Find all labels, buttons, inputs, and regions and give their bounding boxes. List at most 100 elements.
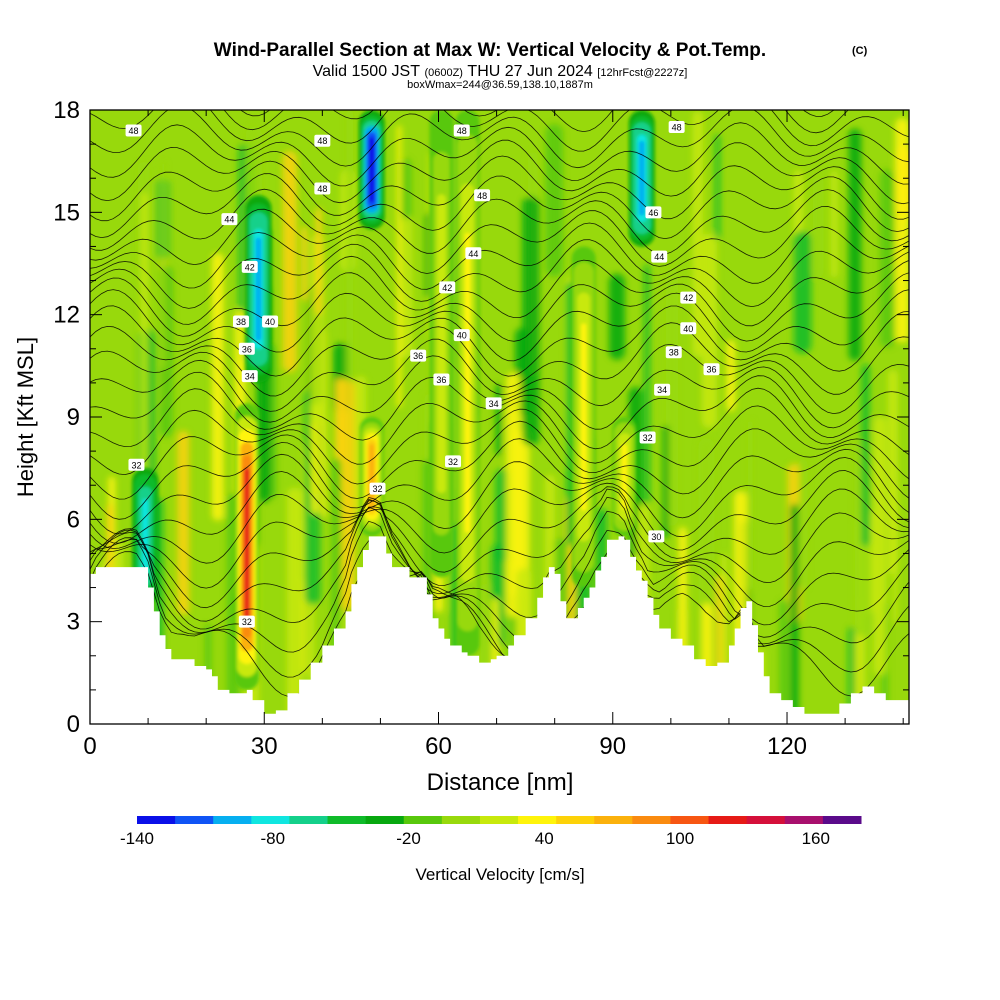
colorbar-swatch — [403, 816, 443, 824]
contour-label-text: 34 — [657, 385, 667, 395]
updraft-band — [621, 443, 628, 510]
colorbar-swatch — [327, 816, 367, 824]
x-tick-label: 30 — [251, 733, 278, 760]
contour-label: 38 — [665, 346, 682, 359]
velocity-texture — [848, 627, 855, 724]
velocity-texture — [301, 226, 308, 301]
colorbar-tick-label: -80 — [260, 829, 285, 848]
contour-label: 32 — [238, 615, 255, 628]
contour-label: 42 — [439, 281, 456, 294]
contour-label-text: 40 — [457, 331, 467, 341]
contour-label-bg — [241, 260, 258, 273]
colorbar-tick-label: 100 — [666, 829, 694, 848]
contour-label-bg — [651, 250, 668, 263]
contour-label: 40 — [680, 322, 697, 335]
contour-label-text: 48 — [129, 126, 139, 136]
velocity-texture — [848, 128, 862, 361]
contour-label: 48 — [125, 124, 142, 137]
downdraft-band — [368, 136, 375, 203]
contour-label-text: 32 — [643, 433, 653, 443]
box-wmax-info: boxWmax=244@36.59,138.10,1887m — [407, 79, 593, 91]
theta-contour — [90, 338, 909, 415]
contour-label: 42 — [680, 291, 697, 304]
theta-contour — [90, 405, 909, 485]
contour-label: 32 — [128, 458, 145, 471]
contour-label-bg — [453, 124, 470, 137]
utc-time: (0600Z) — [424, 67, 463, 79]
contour-label-bg — [665, 346, 682, 359]
contour-label-text: 36 — [242, 344, 252, 354]
theta-contour — [90, 322, 909, 397]
theta-contour — [90, 289, 909, 362]
contour-label-bg — [314, 182, 331, 195]
velocity-texture — [506, 372, 521, 618]
colorbar-swatch — [594, 816, 633, 824]
contour-label-bg — [680, 291, 697, 304]
x-axis: 0 30 60 90 120 — [83, 110, 904, 760]
theta-contour — [90, 272, 909, 342]
contour-label: 36 — [410, 349, 427, 362]
velocity-texture — [747, 420, 754, 590]
theta-contour — [90, 205, 909, 274]
velocity-texture — [545, 124, 564, 277]
contour-label-text: 42 — [442, 283, 452, 293]
contour-label: 32 — [445, 455, 462, 468]
valid-date: THU 27 Jun 2024 — [467, 63, 593, 80]
colorbar-swatch — [556, 816, 595, 824]
y-tick-label: 3 — [67, 609, 80, 636]
y-tick-label: 9 — [67, 404, 80, 431]
y-tick-label: 18 — [53, 97, 80, 124]
velocity-texture — [714, 134, 720, 240]
velocity-texture — [396, 125, 402, 408]
y-tick-label: 0 — [67, 711, 80, 738]
velocity-texture — [830, 170, 838, 278]
contour-label-text: 32 — [131, 460, 141, 470]
colorbar-tick-label: 40 — [535, 829, 554, 848]
contour-label-text: 48 — [317, 136, 327, 146]
colorbar-swatch — [137, 816, 176, 824]
contour-label-bg — [262, 315, 279, 328]
velocity-texture — [793, 230, 812, 354]
velocity-texture — [779, 599, 789, 724]
velocity-texture — [798, 459, 808, 589]
contour-label-text: 44 — [224, 215, 234, 225]
contour-label-bg — [645, 206, 662, 219]
contour-label: 40 — [453, 329, 470, 342]
colorbar-swatch — [289, 816, 329, 824]
colorbar-swatch — [822, 816, 862, 824]
velocity-texture — [726, 339, 736, 412]
velocity-texture — [666, 267, 678, 526]
theta-contour — [223, 110, 909, 134]
contour-label-bg — [680, 322, 697, 335]
y-tick-label: 15 — [53, 199, 80, 226]
colorbar-swatch — [670, 816, 710, 824]
colorbar-tick-label: -140 — [120, 829, 154, 848]
theta-contour — [90, 486, 909, 573]
contour-label-text: 32 — [448, 457, 458, 467]
contour-label-bg — [233, 315, 250, 328]
colorbar-swatch — [746, 816, 786, 824]
velocity-texture — [282, 150, 297, 372]
theta-contour — [90, 420, 909, 500]
velocity-texture — [701, 233, 718, 428]
downdraft-band — [255, 237, 262, 341]
contour-label: 42 — [241, 260, 258, 273]
contour-label-bg — [221, 213, 238, 226]
updraft-band — [581, 323, 587, 511]
contour-label-bg — [654, 383, 671, 396]
contour-label-bg — [410, 349, 427, 362]
colorbar-swatch — [251, 816, 290, 824]
chart-title: Wind-Parallel Section at Max W: Vertical… — [214, 40, 766, 61]
y-tick-label: 6 — [67, 506, 80, 533]
velocity-texture — [177, 430, 190, 615]
colorbar-swatch — [784, 816, 824, 824]
contour-label: 44 — [221, 213, 238, 226]
contour-label-text: 34 — [245, 372, 255, 382]
theta-contour — [90, 122, 909, 187]
x-tick-label: 60 — [425, 733, 452, 760]
contour-label-text: 36 — [707, 365, 717, 375]
contour-label-text: 48 — [457, 126, 467, 136]
contour-label-bg — [369, 482, 386, 495]
contour-label-text: 48 — [317, 184, 327, 194]
contour-label-text: 30 — [651, 532, 661, 542]
